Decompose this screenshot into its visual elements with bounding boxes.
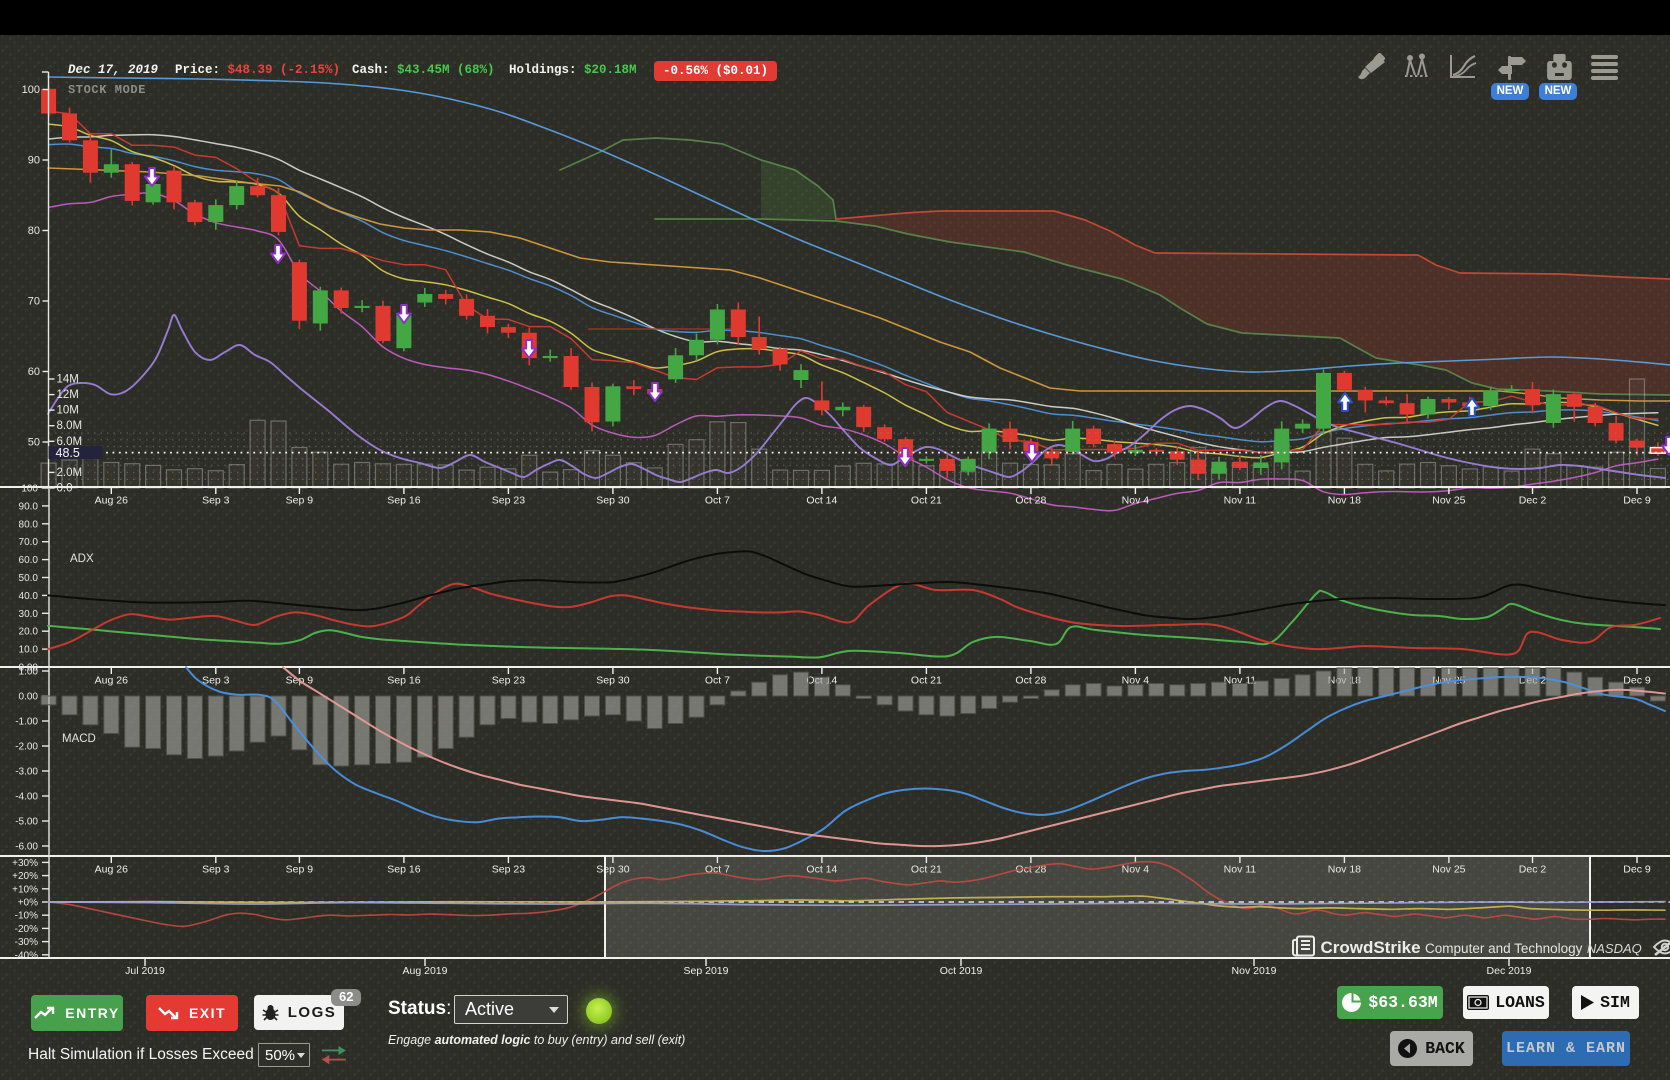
- svg-text:Nov 18: Nov 18: [1328, 495, 1361, 507]
- svg-text:70.0: 70.0: [19, 537, 39, 548]
- svg-text:14M: 14M: [57, 373, 79, 385]
- svg-text:Oct 28: Oct 28: [1015, 495, 1046, 507]
- svg-text:100: 100: [21, 484, 38, 495]
- svg-text:10M: 10M: [57, 405, 79, 417]
- svg-text:48.5: 48.5: [56, 446, 80, 460]
- svg-text:Dec 2: Dec 2: [1519, 864, 1547, 876]
- svg-text:Oct 14: Oct 14: [806, 495, 837, 507]
- svg-text:Dec 9: Dec 9: [1623, 864, 1651, 876]
- svg-text:Sep 16: Sep 16: [387, 675, 420, 687]
- svg-text:Dec 9: Dec 9: [1623, 495, 1651, 507]
- svg-text:-5.00: -5.00: [15, 817, 38, 828]
- svg-text:Oct 7: Oct 7: [705, 495, 730, 507]
- svg-text:+10%: +10%: [12, 884, 38, 895]
- svg-text:Sep 9: Sep 9: [286, 864, 314, 876]
- svg-text:Sep 30: Sep 30: [596, 495, 629, 507]
- svg-text:Nov 25: Nov 25: [1432, 495, 1465, 507]
- svg-text:Aug 2019: Aug 2019: [403, 965, 448, 977]
- svg-text:Nov 2019: Nov 2019: [1232, 965, 1277, 977]
- svg-text:Oct 2019: Oct 2019: [940, 965, 983, 977]
- svg-text:Oct 28: Oct 28: [1015, 675, 1046, 687]
- svg-text:Nov 25: Nov 25: [1432, 864, 1465, 876]
- svg-text:Dec 2: Dec 2: [1519, 495, 1547, 507]
- svg-text:Aug 26: Aug 26: [95, 495, 128, 507]
- svg-text:6.0M: 6.0M: [57, 436, 83, 448]
- svg-text:10.0: 10.0: [19, 645, 39, 656]
- svg-text:-2.00: -2.00: [15, 742, 38, 753]
- svg-text:Sep 3: Sep 3: [202, 675, 230, 687]
- svg-text:Oct 7: Oct 7: [705, 675, 730, 687]
- svg-text:Sep 16: Sep 16: [387, 495, 420, 507]
- svg-text:Sep 23: Sep 23: [492, 675, 525, 687]
- svg-text:Nov 4: Nov 4: [1122, 495, 1150, 507]
- svg-text:Nov 4: Nov 4: [1122, 675, 1150, 687]
- svg-text:Nov 11: Nov 11: [1224, 864, 1257, 876]
- svg-text:12M: 12M: [57, 389, 79, 401]
- svg-text:80.0: 80.0: [19, 519, 39, 530]
- svg-text:1.00: 1.00: [19, 667, 39, 678]
- svg-text:0.00: 0.00: [19, 663, 39, 674]
- svg-text:+30%: +30%: [12, 858, 38, 869]
- svg-text:Dec 2019: Dec 2019: [1487, 965, 1532, 977]
- svg-text:Nov 4: Nov 4: [1122, 864, 1150, 876]
- svg-text:30.0: 30.0: [19, 609, 39, 620]
- svg-text:40.0: 40.0: [19, 591, 39, 602]
- svg-text:70: 70: [28, 296, 40, 308]
- svg-text:Oct 14: Oct 14: [806, 864, 837, 876]
- svg-text:-40%: -40%: [15, 950, 38, 961]
- svg-text:80: 80: [28, 225, 40, 237]
- svg-text:100: 100: [22, 84, 40, 96]
- svg-text:Oct 21: Oct 21: [911, 675, 942, 687]
- svg-text:-20%: -20%: [15, 924, 38, 935]
- svg-text:Dec 9: Dec 9: [1623, 675, 1651, 687]
- svg-text:Sep 2019: Sep 2019: [684, 965, 729, 977]
- svg-text:90: 90: [28, 155, 40, 167]
- svg-text:90.0: 90.0: [19, 501, 39, 512]
- svg-text:0.0: 0.0: [57, 483, 73, 495]
- svg-text:50.0: 50.0: [19, 573, 39, 584]
- svg-text:0.00: 0.00: [19, 692, 39, 703]
- svg-text:8.0M: 8.0M: [57, 420, 83, 432]
- svg-text:Sep 3: Sep 3: [202, 864, 230, 876]
- svg-text:-30%: -30%: [15, 937, 38, 948]
- svg-text:-10%: -10%: [15, 911, 38, 922]
- svg-text:Sep 23: Sep 23: [492, 864, 525, 876]
- svg-text:20.0: 20.0: [19, 627, 39, 638]
- svg-text:+0%: +0%: [18, 898, 38, 909]
- svg-text:Oct 21: Oct 21: [911, 495, 942, 507]
- svg-text:ADX: ADX: [70, 553, 94, 565]
- svg-text:Aug 26: Aug 26: [95, 675, 128, 687]
- svg-text:-3.00: -3.00: [15, 767, 38, 778]
- svg-text:Jul 2019: Jul 2019: [125, 965, 165, 977]
- svg-text:-1.00: -1.00: [15, 717, 38, 728]
- svg-text:Oct 21: Oct 21: [911, 864, 942, 876]
- svg-text:Sep 23: Sep 23: [492, 495, 525, 507]
- svg-text:50: 50: [28, 437, 40, 449]
- svg-text:60: 60: [28, 366, 40, 378]
- svg-text:+20%: +20%: [12, 871, 38, 882]
- svg-text:Sep 30: Sep 30: [596, 675, 629, 687]
- svg-text:Nov 18: Nov 18: [1328, 864, 1361, 876]
- svg-text:-4.00: -4.00: [15, 792, 38, 803]
- svg-text:MACD: MACD: [62, 733, 96, 745]
- svg-text:Sep 16: Sep 16: [387, 864, 420, 876]
- svg-text:Nov 11: Nov 11: [1224, 675, 1257, 687]
- svg-text:Aug 26: Aug 26: [95, 864, 128, 876]
- svg-text:Nov 11: Nov 11: [1224, 495, 1257, 507]
- svg-text:Sep 9: Sep 9: [286, 495, 314, 507]
- svg-text:2.0M: 2.0M: [57, 467, 83, 479]
- svg-text:Sep 3: Sep 3: [202, 495, 230, 507]
- svg-text:60.0: 60.0: [19, 555, 39, 566]
- svg-text:-6.00: -6.00: [15, 842, 38, 853]
